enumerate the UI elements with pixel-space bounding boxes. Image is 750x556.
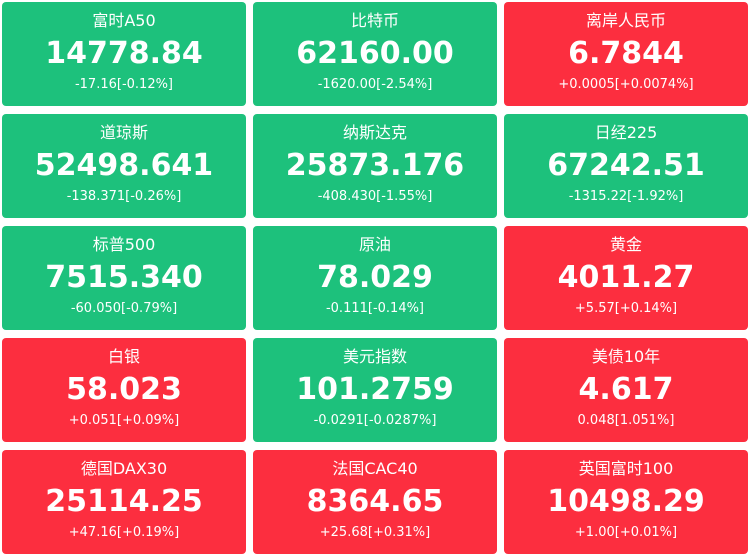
quote-change: -17.16[-0.12%] — [74, 77, 174, 92]
quote-value: 8364.65 — [306, 484, 444, 519]
quote-value: 78.029 — [317, 260, 433, 295]
quote-change: +47.16[+0.19%] — [68, 525, 180, 540]
quote-tile[interactable]: 美元指数 101.2759 -0.0291[-0.0287%] — [253, 338, 497, 442]
quote-tile[interactable]: 离岸人民币 6.7844 +0.0005[+0.0074%] — [504, 2, 748, 106]
quote-change: +0.0005[+0.0074%] — [558, 77, 694, 92]
quote-name: 比特币 — [350, 11, 399, 30]
quote-tile[interactable]: 黄金 4011.27 +5.57[+0.14%] — [504, 226, 748, 330]
quote-value: 10498.29 — [547, 484, 705, 519]
quote-tile[interactable]: 美债10年 4.617 0.048[1.051%] — [504, 338, 748, 442]
quote-value: 101.2759 — [296, 372, 454, 407]
quote-tile[interactable]: 法国CAC40 8364.65 +25.68[+0.31%] — [253, 450, 497, 554]
quote-value: 52498.641 — [34, 148, 214, 183]
quote-name: 标普500 — [92, 235, 156, 254]
quote-tile[interactable]: 比特币 62160.00 -1620.00[-2.54%] — [253, 2, 497, 106]
quote-name: 原油 — [358, 235, 391, 254]
quote-name: 白银 — [107, 347, 140, 366]
quote-tile[interactable]: 白银 58.023 +0.051[+0.09%] — [2, 338, 246, 442]
quote-change: -1620.00[-2.54%] — [317, 77, 433, 92]
quote-change: +1.00[+0.01%] — [574, 525, 678, 540]
quote-value: 7515.340 — [45, 260, 203, 295]
quote-change: +25.68[+0.31%] — [319, 525, 431, 540]
quote-change: -60.050[-0.79%] — [70, 301, 178, 316]
quote-change: +5.57[+0.14%] — [574, 301, 678, 316]
quote-value: 4.617 — [578, 372, 674, 407]
quote-name: 英国富时100 — [578, 459, 674, 478]
quote-change: +0.051[+0.09%] — [68, 413, 180, 428]
quote-name: 德国DAX30 — [80, 459, 168, 478]
quote-value: 4011.27 — [557, 260, 695, 295]
quote-value: 62160.00 — [296, 36, 454, 71]
quote-value: 25114.25 — [45, 484, 203, 519]
quote-name: 黄金 — [609, 235, 642, 254]
quote-value: 67242.51 — [547, 148, 705, 183]
quote-tile[interactable]: 纳斯达克 25873.176 -408.430[-1.55%] — [253, 114, 497, 218]
quote-tile[interactable]: 道琼斯 52498.641 -138.371[-0.26%] — [2, 114, 246, 218]
quote-change: 0.048[1.051%] — [577, 413, 675, 428]
quote-tile[interactable]: 标普500 7515.340 -60.050[-0.79%] — [2, 226, 246, 330]
quote-name: 美元指数 — [342, 347, 407, 366]
quote-tile[interactable]: 日经225 67242.51 -1315.22[-1.92%] — [504, 114, 748, 218]
quote-name: 日经225 — [594, 123, 658, 142]
quote-name: 法国CAC40 — [332, 459, 418, 478]
quote-name: 美债10年 — [591, 347, 661, 366]
quote-tile[interactable]: 富时A50 14778.84 -17.16[-0.12%] — [2, 2, 246, 106]
quote-name: 道琼斯 — [99, 123, 148, 142]
quote-tile[interactable]: 英国富时100 10498.29 +1.00[+0.01%] — [504, 450, 748, 554]
quote-change: -408.430[-1.55%] — [317, 189, 433, 204]
quote-tile[interactable]: 德国DAX30 25114.25 +47.16[+0.19%] — [2, 450, 246, 554]
quote-value: 25873.176 — [285, 148, 465, 183]
quote-change: -0.111[-0.14%] — [325, 301, 425, 316]
quote-name: 富时A50 — [92, 11, 156, 30]
quote-change: -0.0291[-0.0287%] — [313, 413, 437, 428]
quote-name: 离岸人民币 — [585, 11, 666, 30]
quote-tile[interactable]: 原油 78.029 -0.111[-0.14%] — [253, 226, 497, 330]
quote-value: 14778.84 — [45, 36, 203, 71]
quote-name: 纳斯达克 — [342, 123, 407, 142]
quote-change: -1315.22[-1.92%] — [568, 189, 684, 204]
quote-change: -138.371[-0.26%] — [66, 189, 182, 204]
quote-value: 6.7844 — [568, 36, 684, 71]
quote-value: 58.023 — [66, 372, 182, 407]
